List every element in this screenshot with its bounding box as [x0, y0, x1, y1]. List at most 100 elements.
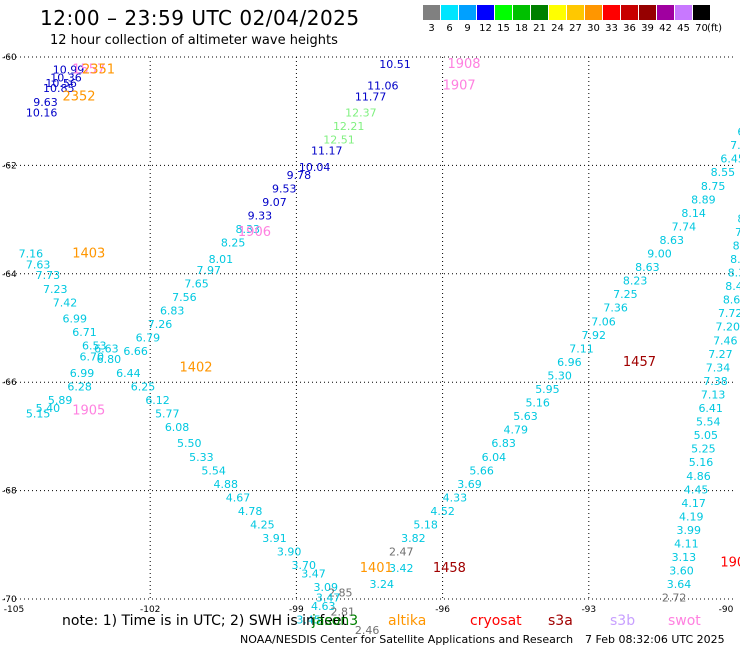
lon-tick-label: -90 — [719, 605, 734, 615]
legend-label-15: 15 — [497, 23, 510, 34]
wave-height-value: 7.92 — [581, 329, 606, 342]
satellite-label-cryosat: cryosat — [470, 613, 522, 629]
legend-label-27: 27 — [569, 23, 582, 34]
legend-label-18: 18 — [515, 23, 528, 34]
wave-height-value: 6.25 — [131, 380, 156, 393]
legend-label-33: 33 — [605, 23, 618, 34]
footer-timestamp: 7 Feb 08:32:06 UTC 2025 — [585, 633, 725, 646]
wave-height-value: 12.51 — [323, 134, 355, 147]
pass-time-label: 1905 — [720, 555, 740, 570]
wave-height-value: 7.38 — [703, 375, 728, 388]
wave-height-value: 5.63 — [513, 410, 538, 423]
wave-height-value: 7.06 — [591, 315, 616, 328]
wave-height-value: 7.36 — [603, 302, 628, 315]
pass-time-label: 2351 — [82, 62, 115, 77]
legend-swatch-15 — [495, 5, 512, 20]
wave-height-value: 2.81 — [331, 605, 356, 618]
pass-time-label: 1403 — [72, 247, 105, 262]
wave-height-value: 6.79 — [136, 332, 161, 345]
legend-label-21: 21 — [533, 23, 546, 34]
wave-height-value: 4.19 — [679, 510, 704, 523]
wave-height-value: 6.12 — [145, 394, 170, 407]
wave-height-value: 7.46 — [713, 334, 738, 347]
satellite-label-altika: altika — [388, 613, 427, 629]
wave-height-value: 10.36 — [50, 71, 81, 84]
wave-height-value: 2.85 — [328, 586, 353, 599]
wave-height-value: 9.33 — [248, 210, 273, 223]
wave-height-value: 9.00 — [647, 248, 672, 261]
wave-height-value: 7.27 — [708, 348, 733, 361]
legend-swatch-6 — [441, 5, 458, 20]
wave-height-value: 7.74 — [672, 220, 697, 233]
wave-height-value: 8.39 — [728, 267, 740, 280]
legend-swatch-3 — [423, 5, 440, 20]
wave-height-value: 7.23 — [43, 283, 67, 296]
wave-height-value: 7.25 — [613, 288, 638, 301]
wave-height-value: 4.88 — [214, 478, 239, 491]
wave-height-value: 7.73 — [36, 269, 61, 282]
wave-height-value: 5.30 — [547, 369, 572, 382]
legend-label-9: 9 — [464, 23, 471, 34]
wave-height-value: 7.13 — [701, 388, 726, 401]
page-title: 12:00 – 23:59 UTC 02/04/2025 — [40, 6, 360, 30]
legend-label-70: 70 — [695, 23, 708, 34]
pass-time-label: 1401 — [360, 561, 393, 576]
legend-swatch-36 — [621, 5, 638, 20]
wave-height-value: 5.18 — [413, 519, 438, 532]
wave-height-value: 4.17 — [681, 497, 706, 510]
wave-height-value: 8.23 — [623, 275, 648, 288]
lat-tick-label: -62 — [2, 161, 17, 171]
wave-height-value: 8.75 — [701, 180, 726, 193]
legend-swatch-70 — [693, 5, 710, 20]
wave-height-value: 6.99 — [70, 367, 95, 380]
wave-height-value: 11.77 — [355, 90, 387, 103]
wave-height-value: 4.25 — [250, 519, 275, 532]
wave-height-value: 6.70 — [80, 351, 105, 364]
legend-label-42: 42 — [659, 23, 672, 34]
wave-height-value: 5.15 — [26, 407, 51, 420]
satellite-label-jason3: jason3 — [312, 613, 359, 629]
pass-time-label: 1907 — [443, 79, 476, 94]
wave-height-value: 3.91 — [262, 532, 287, 545]
wave-height-value: 3.99 — [677, 524, 702, 537]
wave-height-value: 4.11 — [674, 538, 699, 551]
satellite-label-s3b: s3b — [610, 613, 636, 629]
wave-height-value: 9.78 — [287, 169, 312, 182]
wave-height-value: 3.82 — [401, 532, 426, 545]
map-grid — [4, 56, 735, 600]
wave-height-points: 10.9910.5610.3610.859.6310.1610.5111.061… — [19, 58, 740, 637]
lon-tick-label: -102 — [140, 605, 160, 615]
wave-height-value: 9.07 — [262, 196, 287, 209]
wave-height-value: 7.11 — [569, 342, 594, 355]
wave-height-value: 6.99 — [62, 313, 86, 326]
wave-height-value: 8.89 — [691, 193, 716, 206]
wave-height-value: 6.96 — [557, 356, 582, 369]
wave-height-value: 7.16 — [19, 248, 44, 261]
wave-height-value: 6.83 — [491, 437, 516, 450]
wave-height-value: 7.26 — [148, 318, 173, 331]
pass-time-label: 1457 — [623, 355, 656, 370]
wave-height-value: 8.14 — [681, 207, 706, 220]
page-subtitle: 12 hour collection of altimeter wave hei… — [50, 33, 338, 48]
wave-height-value: 6.53 — [82, 340, 107, 353]
wave-height-value: 5.40 — [36, 402, 61, 415]
wave-height-value: 3.13 — [672, 551, 697, 564]
legend-swatch-42 — [657, 5, 674, 20]
wave-height-value: 11.06 — [367, 80, 399, 93]
wave-height-value: 10.85 — [43, 82, 74, 95]
wave-height-value: 7.63 — [26, 258, 51, 271]
pass-time-label: 1402 — [179, 360, 212, 375]
legend-swatch-33 — [603, 5, 620, 20]
wave-height-value: 4.33 — [443, 491, 468, 504]
wave-height-value: 6.08 — [165, 421, 190, 434]
wave-height-value: 6.63 — [94, 342, 119, 355]
lat-tick-label: -64 — [2, 270, 17, 280]
legend-swatch-21 — [531, 5, 548, 20]
wave-height-value: 12.37 — [345, 107, 377, 120]
wave-height-value: 5.05 — [694, 429, 719, 442]
wave-height-value: 6.44 — [116, 367, 141, 380]
wave-height-value: 3.64 — [667, 578, 692, 591]
units-note: note: 1) Time is in UTC; 2) SWH is in fe… — [62, 613, 348, 629]
wave-height-value: 4.63 — [311, 600, 336, 613]
